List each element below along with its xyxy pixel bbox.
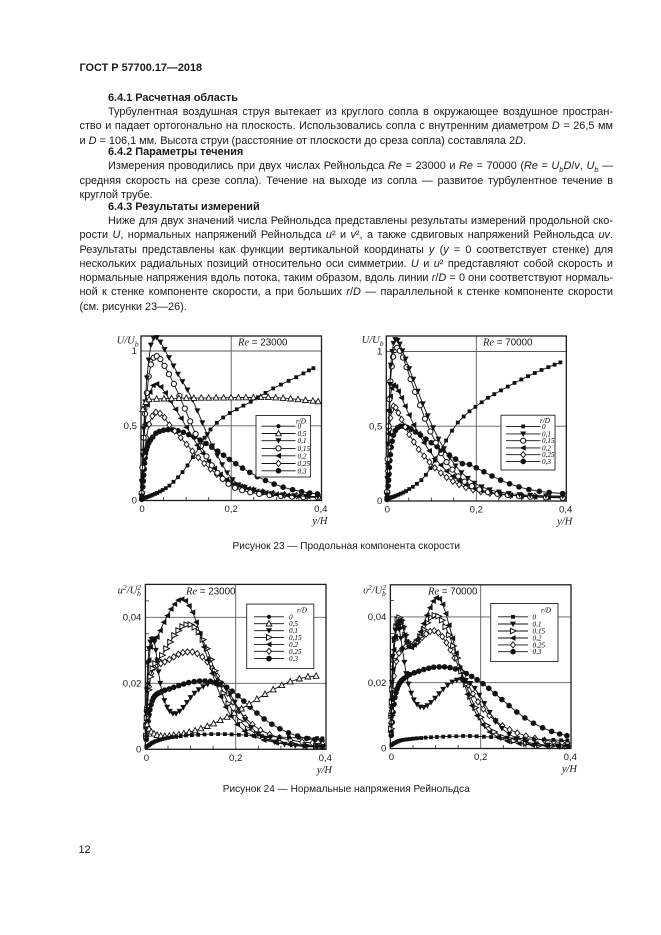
svg-text:Re = 23000: Re = 23000 <box>185 587 236 598</box>
svg-text:Re = 70000: Re = 70000 <box>482 338 533 349</box>
svg-text:r/D: r/D <box>540 417 551 425</box>
svg-text:0,5: 0,5 <box>124 421 137 432</box>
svg-text:Re = 23000: Re = 23000 <box>237 338 288 349</box>
svg-text:0: 0 <box>533 613 537 621</box>
svg-text:0,4: 0,4 <box>319 753 333 764</box>
svg-text:0,02: 0,02 <box>123 679 142 690</box>
svg-text:0,15: 0,15 <box>533 628 546 636</box>
svg-text:0,4: 0,4 <box>559 505 573 516</box>
svg-text:0,25: 0,25 <box>289 648 302 656</box>
svg-text:0: 0 <box>144 753 149 764</box>
svg-text:0,2: 0,2 <box>533 635 542 643</box>
svg-text:0,04: 0,04 <box>123 613 142 624</box>
svg-text:0,1: 0,1 <box>289 627 298 635</box>
svg-text:0: 0 <box>381 744 386 755</box>
svg-text:0,5: 0,5 <box>298 430 307 438</box>
svg-text:y/H: y/H <box>311 516 329 527</box>
svg-text:0,25: 0,25 <box>298 460 311 468</box>
svg-text:0: 0 <box>136 745 141 756</box>
svg-text:0,2: 0,2 <box>298 452 307 460</box>
svg-text:0,1: 0,1 <box>533 621 542 629</box>
svg-text:0,1: 0,1 <box>298 437 307 445</box>
svg-text:0,2: 0,2 <box>470 505 483 516</box>
svg-text:0,3: 0,3 <box>289 655 298 663</box>
svg-text:0: 0 <box>377 496 382 507</box>
svg-text:0: 0 <box>132 496 137 507</box>
svg-text:y/H: y/H <box>561 764 579 775</box>
svg-text:0,15: 0,15 <box>298 445 311 453</box>
svg-text:1: 1 <box>132 346 137 357</box>
svg-text:0: 0 <box>389 752 394 763</box>
svg-text:y/H: y/H <box>556 517 574 528</box>
svg-text:0,3: 0,3 <box>542 458 551 466</box>
svg-text:υ2/U2b: υ2/U2 b <box>363 583 386 598</box>
svg-text:0,2: 0,2 <box>289 641 298 649</box>
svg-text:Re = 70000: Re = 70000 <box>427 587 478 598</box>
svg-text:r/D: r/D <box>296 418 307 426</box>
svg-text:0: 0 <box>139 504 144 515</box>
svg-text:U/Ub: U/Ub <box>362 335 384 348</box>
svg-text:0,25: 0,25 <box>542 451 555 459</box>
svg-text:0: 0 <box>542 423 546 431</box>
svg-text:0,5: 0,5 <box>289 620 298 628</box>
svg-text:0,3: 0,3 <box>533 648 542 656</box>
svg-text:0,15: 0,15 <box>542 437 555 445</box>
svg-text:0,04: 0,04 <box>368 612 387 623</box>
svg-text:U/Ub: U/Ub <box>117 336 139 349</box>
svg-text:y/H: y/H <box>316 765 334 776</box>
svg-text:0,25: 0,25 <box>533 641 546 649</box>
svg-text:0: 0 <box>385 505 390 516</box>
svg-text:r/D: r/D <box>541 607 552 615</box>
svg-text:0: 0 <box>289 613 293 621</box>
svg-text:0,4: 0,4 <box>314 504 328 515</box>
svg-text:r/D: r/D <box>297 607 308 615</box>
svg-text:0,5: 0,5 <box>369 421 382 432</box>
svg-text:0,2: 0,2 <box>542 444 551 452</box>
svg-text:0,2: 0,2 <box>474 752 487 763</box>
svg-text:0,15: 0,15 <box>289 634 302 642</box>
svg-text:0,2: 0,2 <box>225 504 238 515</box>
svg-text:0,1: 0,1 <box>542 430 551 438</box>
svg-text:0,2: 0,2 <box>229 753 242 764</box>
svg-text:0,3: 0,3 <box>298 467 307 475</box>
svg-text:0: 0 <box>298 423 302 431</box>
svg-text:u2/U2b: u2/U2 b <box>118 583 142 598</box>
svg-text:0,02: 0,02 <box>368 678 387 689</box>
svg-text:0,4: 0,4 <box>564 752 578 763</box>
svg-text:1: 1 <box>377 347 382 358</box>
